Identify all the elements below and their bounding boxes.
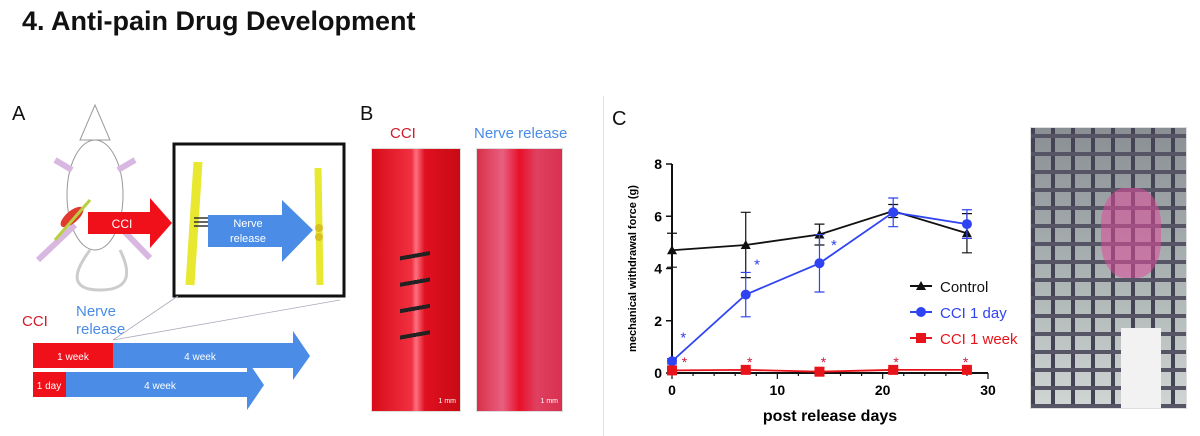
svg-text:Nerve: Nerve <box>76 303 116 320</box>
legend-marker-control <box>916 281 926 290</box>
svg-text:4 week: 4 week <box>184 352 217 363</box>
significance-star: * <box>680 330 686 347</box>
legend-marker-cci-1-week <box>916 333 926 343</box>
cci-arrow-label: CCI <box>112 217 133 231</box>
timeline-row-1-day: 1 day 4 week <box>33 360 264 410</box>
significance-star: * <box>893 354 899 370</box>
data-point-cci-1-day <box>814 258 825 269</box>
data-point-control <box>667 245 677 255</box>
cci-arrow: CCI <box>88 198 172 248</box>
timeline-row-1-week: 1 week 4 week <box>33 331 310 380</box>
legend-label-cci-1-week: CCI 1 week <box>940 331 1018 348</box>
x-tick-label: 20 <box>875 382 891 398</box>
svg-text:Nerve: Nerve <box>233 218 262 230</box>
rat-illustration <box>35 103 153 292</box>
y-axis-label: mechanical withdrawal force (g) <box>627 185 639 352</box>
significance-star: * <box>963 354 969 370</box>
significance-star: * <box>747 354 753 370</box>
data-point-cci-1-day <box>740 289 751 300</box>
release-photo-title: Nerve release <box>474 125 568 142</box>
x-axis-label: post release days <box>763 408 897 425</box>
data-point-cci-1-day <box>667 356 677 367</box>
legend-label-control: Control <box>940 279 988 296</box>
significance-star: * <box>831 237 837 254</box>
svg-text:4 week: 4 week <box>144 381 177 392</box>
legend-label-cci-1-day: CCI 1 day <box>940 305 1007 322</box>
svg-text:1 day: 1 day <box>37 381 61 392</box>
svg-text:1 week: 1 week <box>57 352 90 363</box>
cci-nerve-photo: 1 mm <box>371 148 461 412</box>
svg-text:release: release <box>76 321 125 338</box>
data-point-cci-1-day <box>961 219 972 230</box>
significance-star: * <box>682 354 688 370</box>
panel-c-label: C <box>612 108 627 130</box>
cci-photo-title: CCI <box>390 125 416 142</box>
data-point-cci-1-day <box>888 207 899 218</box>
data-point-cci-1-week <box>740 364 751 375</box>
x-tick-label: 10 <box>770 382 786 398</box>
panel-b-label: B <box>360 103 374 125</box>
data-point-control <box>740 239 751 249</box>
svg-text:release: release <box>230 233 266 245</box>
y-tick-label: 4 <box>654 261 662 277</box>
withdrawal-force-chart: 0 10 20 30 0 2 4 6 8 post release days mechanical … <box>627 156 1018 425</box>
data-point-cci-1-week <box>961 364 972 375</box>
panel-a-label: A <box>12 103 26 125</box>
y-tick-label: 0 <box>654 365 662 381</box>
data-point-cci-1-week <box>667 365 677 376</box>
y-tick-label: 6 <box>654 208 662 224</box>
released-nerve-photo: 1 mm <box>476 148 563 412</box>
legend-marker-cci-1-day <box>916 307 926 317</box>
nerve-release-arrow: Nerve release <box>208 200 313 262</box>
data-point-cci-1-week <box>814 366 825 377</box>
x-tick-label: 30 <box>980 382 996 398</box>
page-title: 4. Anti-pain Drug Development <box>22 6 416 36</box>
y-tick-label: 8 <box>654 156 662 172</box>
data-point-cci-1-week <box>888 364 899 375</box>
significance-star: * <box>754 257 760 274</box>
mouse-cage-photo <box>1030 127 1187 409</box>
x-tick-label: 0 <box>668 382 676 398</box>
y-tick-label: 2 <box>654 313 662 329</box>
significance-star: * <box>821 354 827 370</box>
nerve-constricted <box>185 161 203 286</box>
panel-a-diagram: CCI Nerve release CCI Nerve release 1 we… <box>22 103 346 410</box>
timeline-cci-label: CCI <box>22 313 48 330</box>
